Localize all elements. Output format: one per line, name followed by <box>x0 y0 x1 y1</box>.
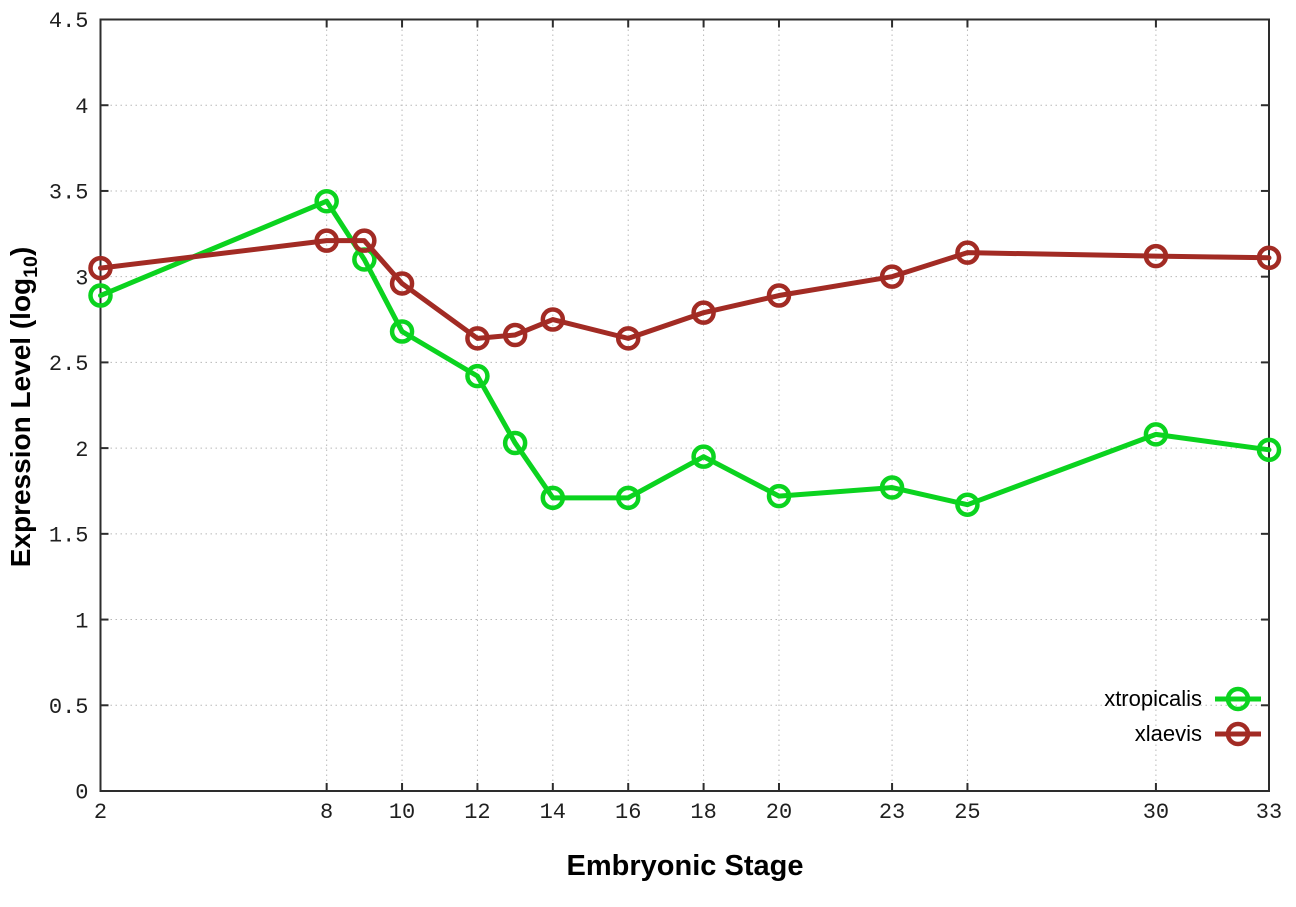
data-point-marker <box>879 264 905 289</box>
data-point-marker <box>502 322 528 348</box>
data-point-marker <box>540 485 566 511</box>
x-tick-labels: 2 8 10 12 14 16 18 20 23 25 30 33 <box>94 800 1282 825</box>
legend-entry-xtropicalis: xtropicalis <box>1104 681 1262 716</box>
data-point-marker <box>615 326 641 351</box>
x-tick-label: 12 <box>464 800 490 825</box>
data-point-marker <box>502 430 528 456</box>
data-point-marker <box>389 319 415 344</box>
x-tick-label: 30 <box>1143 800 1169 825</box>
y-tick-label: 2.5 <box>49 352 89 377</box>
legend: xtropicalis xlaevis <box>1104 681 1262 751</box>
x-tick-label: 8 <box>320 800 333 825</box>
data-point-marker <box>540 307 566 332</box>
data-point-marker <box>314 228 339 253</box>
x-tick-label: 16 <box>615 800 641 825</box>
y-tick-label: 3 <box>75 266 88 291</box>
data-point-marker <box>766 483 792 509</box>
series-xtropicalis <box>88 188 1282 517</box>
legend-label: xlaevis <box>1134 720 1202 746</box>
y-tick-label: 1 <box>75 609 88 634</box>
y-axis-label-suffix: ) <box>5 246 37 257</box>
data-point-marker <box>691 444 716 469</box>
data-point-marker <box>691 300 716 325</box>
data-point-marker <box>879 475 905 500</box>
open-circle-line-icon <box>1215 721 1261 746</box>
data-point-marker <box>1256 437 1282 463</box>
y-tick-label: 2 <box>75 438 88 463</box>
data-point-marker <box>389 271 415 296</box>
data-point-marker <box>1143 243 1169 269</box>
x-tick-label: 23 <box>879 800 905 825</box>
y-tick-label: 4.5 <box>49 9 89 34</box>
open-circle-line-icon <box>1215 686 1261 711</box>
x-tick-label: 10 <box>389 800 415 825</box>
plot-border <box>99 18 1270 792</box>
gridlines <box>100 19 1269 791</box>
series-line <box>98 198 1272 508</box>
y-axis-label: Expression Level (log10) <box>5 247 43 568</box>
data-point-marker <box>352 228 377 253</box>
x-tick-label: 20 <box>766 800 792 825</box>
y-axis-label-subscript: 10 <box>19 256 42 278</box>
legend-entry-xlaevis: xlaevis <box>1135 716 1262 751</box>
y-tick-label: 1.5 <box>49 524 89 549</box>
data-point-marker <box>955 240 980 265</box>
data-point-marker <box>615 485 641 511</box>
series-xlaevis <box>88 228 1282 351</box>
x-tick-label: 14 <box>540 800 566 825</box>
axis-ticks <box>99 18 1270 792</box>
data-point-marker <box>1256 245 1282 271</box>
y-tick-label: 4 <box>75 95 88 120</box>
data-point-marker <box>88 255 113 281</box>
x-tick-label: 2 <box>94 800 107 825</box>
x-tick-label: 25 <box>954 800 980 825</box>
series-line <box>98 238 1272 341</box>
y-tick-label: 3.5 <box>49 181 89 206</box>
data-point-marker <box>955 492 980 517</box>
y-tick-labels: 0 0.5 1 1.5 2 2.5 3 3.5 4 4.5 <box>49 9 89 806</box>
data-point-marker <box>88 283 113 308</box>
data-point-marker <box>465 326 490 351</box>
y-axis-label-text: Expression Level (log <box>5 277 37 568</box>
data-point-marker <box>766 283 792 308</box>
data-point-marker <box>314 188 339 214</box>
x-tick-label: 33 <box>1256 800 1282 825</box>
x-tick-label: 18 <box>690 800 716 825</box>
data-point-marker <box>465 363 490 389</box>
legend-label: xtropicalis <box>1104 685 1202 711</box>
y-tick-label: 0.5 <box>49 695 89 720</box>
y-tick-label: 0 <box>75 781 88 806</box>
data-point-marker <box>1143 422 1169 447</box>
x-axis-label: Embryonic Stage <box>566 850 804 882</box>
